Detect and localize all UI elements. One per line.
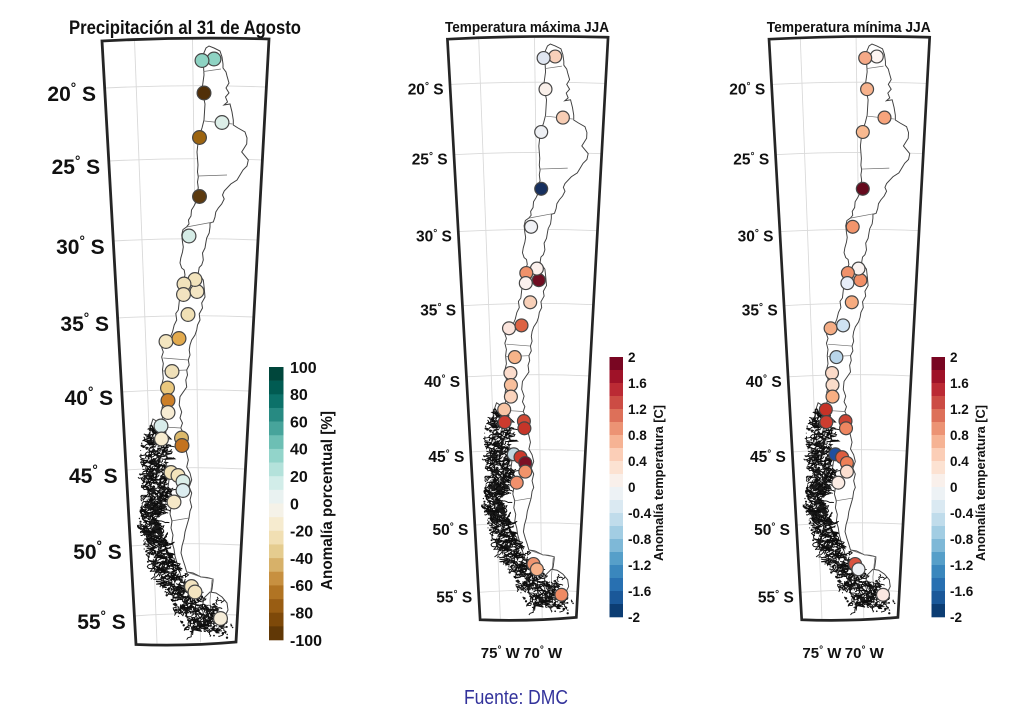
- svg-text:-2: -2: [950, 610, 962, 625]
- svg-text:35° S: 35° S: [60, 311, 109, 337]
- svg-text:30° S: 30° S: [738, 228, 774, 246]
- svg-text:60: 60: [290, 414, 308, 431]
- svg-text:-0.8: -0.8: [628, 532, 652, 547]
- svg-text:75° W: 75° W: [481, 645, 521, 663]
- svg-text:20° S: 20° S: [47, 81, 96, 107]
- svg-text:20° S: 20° S: [729, 81, 765, 99]
- svg-text:-0.4: -0.4: [950, 506, 974, 521]
- svg-text:1.6: 1.6: [950, 376, 969, 391]
- svg-text:80: 80: [290, 387, 308, 404]
- svg-text:-1.2: -1.2: [628, 558, 651, 573]
- svg-text:Anomalía porcentual [%]: Anomalía porcentual [%]: [319, 411, 336, 590]
- svg-text:25° S: 25° S: [733, 151, 769, 169]
- svg-text:1.2: 1.2: [628, 402, 647, 417]
- svg-text:50° S: 50° S: [432, 522, 468, 540]
- svg-text:40° S: 40° S: [746, 373, 782, 391]
- svg-text:Precipitación al 31 de Agosto: Precipitación al 31 de Agosto: [69, 18, 301, 39]
- svg-text:-2: -2: [628, 610, 640, 625]
- svg-text:40: 40: [290, 442, 308, 459]
- svg-text:20: 20: [290, 469, 308, 486]
- svg-text:25° S: 25° S: [412, 151, 448, 169]
- svg-text:45° S: 45° S: [428, 448, 464, 466]
- svg-text:0.8: 0.8: [950, 428, 969, 443]
- svg-text:Anomalía temperatura [C]: Anomalía temperatura [C]: [651, 405, 666, 561]
- svg-text:55° S: 55° S: [436, 589, 472, 607]
- svg-text:70° W: 70° W: [845, 645, 885, 663]
- svg-text:-1.6: -1.6: [950, 584, 974, 599]
- svg-text:20° S: 20° S: [408, 81, 444, 99]
- svg-text:100: 100: [290, 360, 317, 377]
- svg-text:-1.6: -1.6: [628, 584, 652, 599]
- svg-text:45° S: 45° S: [69, 463, 118, 489]
- svg-text:Temperatura máxima JJA: Temperatura máxima JJA: [445, 19, 609, 36]
- svg-text:-40: -40: [290, 551, 313, 568]
- svg-text:-100: -100: [290, 633, 322, 650]
- svg-text:-1.2: -1.2: [950, 558, 973, 573]
- svg-text:Anomalía temperatura [C]: Anomalía temperatura [C]: [973, 405, 988, 561]
- svg-text:0: 0: [950, 480, 958, 495]
- svg-text:70° W: 70° W: [523, 645, 563, 663]
- svg-text:-60: -60: [290, 578, 313, 595]
- svg-text:-0.4: -0.4: [628, 506, 652, 521]
- svg-text:40° S: 40° S: [424, 373, 460, 391]
- svg-text:0.8: 0.8: [628, 428, 647, 443]
- svg-text:35° S: 35° S: [742, 302, 778, 320]
- svg-text:0.4: 0.4: [628, 454, 647, 469]
- svg-text:1.6: 1.6: [628, 376, 647, 391]
- svg-text:-0.8: -0.8: [950, 532, 974, 547]
- svg-text:0: 0: [628, 480, 636, 495]
- svg-text:0: 0: [290, 496, 299, 513]
- svg-text:2: 2: [950, 350, 958, 365]
- svg-text:55° S: 55° S: [758, 589, 794, 607]
- svg-text:2: 2: [628, 350, 636, 365]
- svg-text:45° S: 45° S: [750, 448, 786, 466]
- svg-text:Fuente: DMC: Fuente: DMC: [464, 687, 568, 709]
- svg-text:50° S: 50° S: [754, 522, 790, 540]
- svg-text:-20: -20: [290, 524, 313, 541]
- svg-text:Temperatura mínima JJA: Temperatura mínima JJA: [767, 19, 931, 36]
- svg-text:75° W: 75° W: [802, 645, 842, 663]
- svg-text:30° S: 30° S: [416, 228, 452, 246]
- svg-text:0.4: 0.4: [950, 454, 969, 469]
- svg-text:35° S: 35° S: [420, 302, 456, 320]
- svg-text:-80: -80: [290, 606, 313, 623]
- svg-text:1.2: 1.2: [950, 402, 969, 417]
